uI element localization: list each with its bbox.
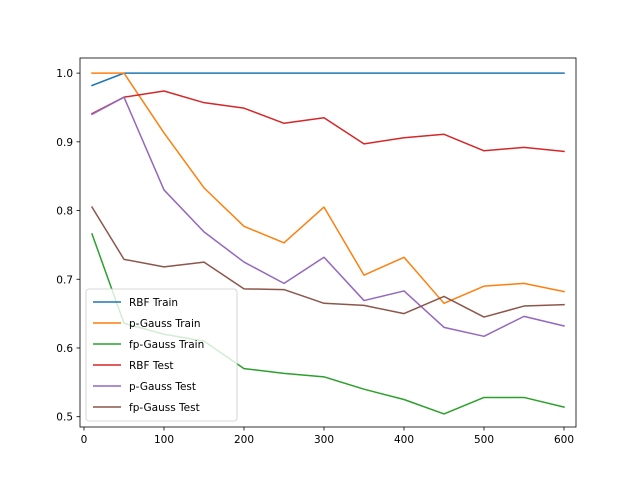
legend-label: RBF Test [129,360,174,372]
x-tick-label: 100 [154,434,174,446]
legend-label: fp-Gauss Train [129,339,204,351]
x-tick-label: 200 [234,434,254,446]
y-tick-label: 0.6 [56,343,73,355]
x-axis: 0 100 200 300 400 500 600 [81,427,574,446]
axes-frame [79,57,577,428]
legend-label: RBF Train [129,297,178,309]
y-tick-label: 0.9 [56,137,73,149]
legend: RBF Train p-Gauss Train fp-Gauss Train RBF … [85,288,238,422]
y-tick-label: 0.8 [56,206,73,218]
legend-label: p-Gauss Train [129,318,201,330]
x-tick-label: 600 [554,434,574,446]
y-tick-label: 0.7 [56,274,73,286]
series-line-p-gauss-test [90,96,565,338]
y-axis: 0.5 0.6 0.7 0.8 0.9 1.0 [56,68,80,424]
series-line-rbf-test [90,90,565,153]
x-tick-label: 300 [314,434,334,446]
x-tick-label: 400 [394,434,414,446]
legend-label: fp-Gauss Test [129,402,200,414]
series-line-rbf-train [91,72,565,87]
series-line-p-gauss-train [91,72,565,305]
y-tick-label: 1.0 [56,68,73,80]
x-tick-label: 0 [81,434,88,446]
x-tick-label: 500 [474,434,494,446]
y-tick-label: 0.5 [56,412,73,424]
legend-label: p-Gauss Test [129,381,196,393]
legend-box [85,288,238,422]
series-line-fp-gauss-test [90,206,565,318]
